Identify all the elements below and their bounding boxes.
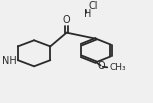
Text: O: O bbox=[63, 15, 70, 25]
Text: Cl: Cl bbox=[89, 1, 98, 11]
Text: H: H bbox=[84, 9, 92, 19]
Text: O: O bbox=[97, 61, 105, 71]
Text: CH₃: CH₃ bbox=[109, 63, 126, 72]
Text: NH: NH bbox=[2, 56, 17, 66]
